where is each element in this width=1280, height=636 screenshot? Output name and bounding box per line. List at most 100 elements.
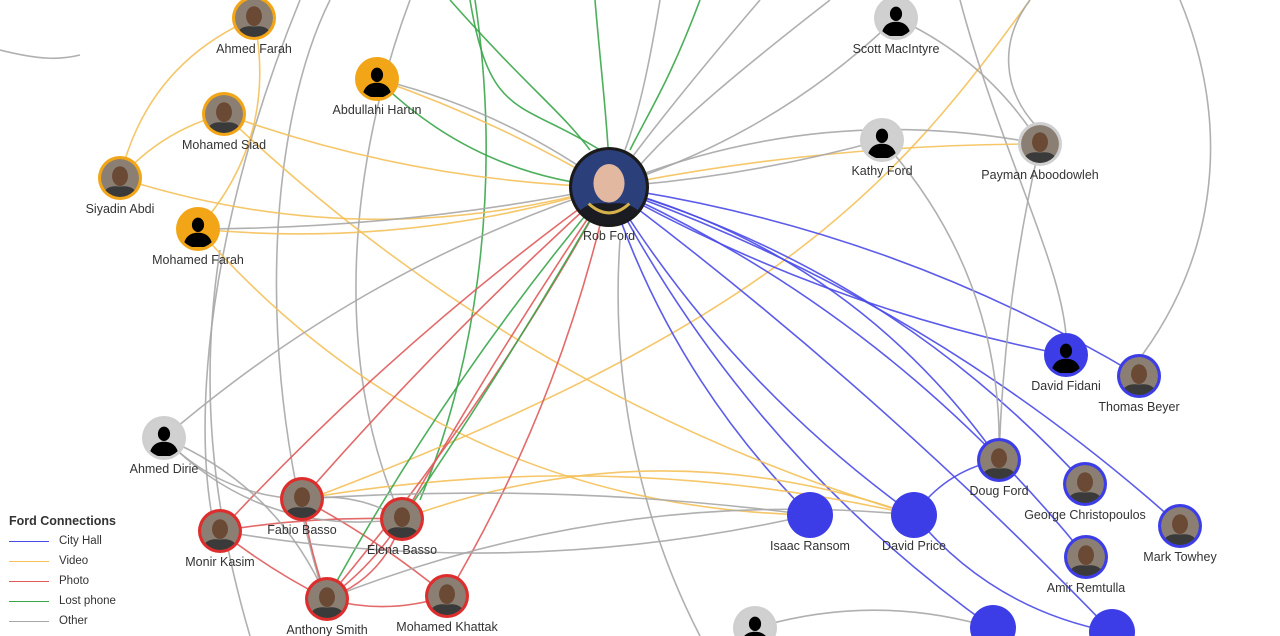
node-elena-basso[interactable]: Elena Basso [367, 497, 437, 557]
node-label: David Fidani [1031, 379, 1100, 393]
node-mohamed-siad[interactable]: Mohamed Siad [182, 92, 266, 152]
node-ahmed-dirie[interactable]: Ahmed Dirie [130, 416, 199, 476]
edge-city-hall [608, 186, 1113, 633]
node-bottom-blue-1[interactable] [970, 605, 1016, 636]
legend-swatch-lost-phone [9, 600, 49, 602]
node-label: George Christopoulos [1024, 508, 1146, 522]
edge-photo [401, 186, 610, 520]
node-scott-macintyre[interactable]: Scott MacIntyre [853, 0, 940, 56]
silhouette-head-icon [748, 616, 762, 632]
avatar-placeholder [145, 419, 183, 457]
legend-swatch-city-hall [9, 540, 49, 542]
avatar-placeholder [1047, 336, 1085, 374]
node-label: Ahmed Dirie [130, 462, 199, 476]
avatar-photo [1067, 538, 1105, 576]
node-rob-ford[interactable]: Rob Ford [569, 147, 649, 243]
node-label: Amir Remtulla [1047, 581, 1126, 595]
node-solid-circle [970, 605, 1016, 636]
edge-offscreen-other [624, 0, 661, 151]
edge-other [608, 128, 1041, 188]
node-label: Fabio Basso [267, 523, 337, 537]
legend-label-city-hall: City Hall [59, 535, 102, 547]
avatar-placeholder [736, 609, 774, 636]
silhouette-body-icon [867, 143, 897, 159]
legend-label-lost-phone: Lost phone [59, 595, 116, 607]
node-isaac-ransom[interactable]: Isaac Ransom [770, 492, 850, 553]
node-abdullahi-harun[interactable]: Abdullahi Harun [333, 57, 422, 117]
legend-item-photo: Photo [9, 571, 116, 591]
node-bottom-blue-2[interactable] [1089, 609, 1135, 636]
photo-shoulders [428, 604, 466, 615]
avatar-placeholder [179, 210, 217, 248]
legend-swatch-other [9, 620, 49, 622]
node-fabio-basso[interactable]: Fabio Basso [267, 477, 337, 537]
legend-title: Ford Connections [9, 514, 116, 528]
avatar-photo [1161, 507, 1199, 545]
node-label: Monir Kasim [185, 555, 254, 569]
edge-offscreen-lost-phone [629, 0, 701, 151]
edge-other [219, 514, 811, 554]
node-mohamed-khattak[interactable]: Mohamed Khattak [396, 574, 498, 634]
node-payman-aboodowleh[interactable]: Payman Aboodowleh [981, 122, 1099, 182]
node-anthony-smith[interactable]: Anthony Smith [286, 577, 368, 636]
edge-photo [219, 186, 610, 532]
photo-shoulders [383, 527, 421, 538]
node-label: Payman Aboodowleh [981, 168, 1098, 182]
node-monir-kasim[interactable]: Monir Kasim [185, 509, 255, 569]
silhouette-body-icon [740, 631, 770, 636]
photo-face [294, 487, 310, 507]
avatar-photo [308, 580, 346, 618]
avatar-photo [101, 159, 139, 197]
edge-offscreen-other [0, 49, 81, 60]
edge-other [163, 186, 610, 439]
node-label: Isaac Ransom [770, 539, 850, 553]
edge-other [998, 143, 1041, 461]
node-george-christopoulos[interactable]: George Christopoulos [1024, 462, 1146, 522]
photo-shoulders [205, 122, 243, 133]
node-amir-remtulla[interactable]: Amir Remtulla [1047, 535, 1126, 595]
edge-video [119, 17, 255, 179]
node-doug-ford[interactable]: Doug Ford [969, 438, 1029, 498]
node-mohamed-farah[interactable]: Mohamed Farah [152, 207, 244, 267]
node-david-price[interactable]: David Price [882, 492, 946, 553]
photo-face [246, 6, 262, 26]
photo-shoulders [1021, 152, 1059, 163]
edge-video [197, 228, 811, 516]
node-ahmed-farah[interactable]: Ahmed Farah [216, 0, 292, 56]
node-mark-towhey[interactable]: Mark Towhey [1143, 504, 1217, 564]
edge-city-hall [608, 186, 1087, 558]
node-label: Mark Towhey [1143, 550, 1217, 564]
edge-city-hall [608, 186, 994, 629]
edge-other [163, 437, 403, 523]
avatar-photo [572, 150, 646, 224]
silhouette-head-icon [1059, 343, 1073, 359]
photo-shoulders [980, 468, 1018, 479]
legend-item-city-hall: City Hall [9, 531, 116, 551]
nodes-layer: Rob Ford Ahmed Farah Abdullahi Harun Mohame… [86, 0, 1217, 636]
node-kathy-ford[interactable]: Kathy Ford [851, 118, 913, 178]
avatar-placeholder [358, 60, 396, 98]
avatar-photo [1021, 125, 1059, 163]
photo-shoulders [101, 186, 139, 197]
node-david-fidani[interactable]: David Fidani [1031, 333, 1101, 393]
silhouette-head-icon [191, 217, 205, 233]
node-solid-circle [891, 492, 937, 538]
node-label: Anthony Smith [286, 623, 367, 636]
node-solid-circle [1089, 609, 1135, 636]
edge-offscreen-other [1007, 0, 1041, 131]
photo-face [439, 584, 455, 604]
node-bottom-gray[interactable] [733, 606, 777, 636]
edge-city-hall [608, 186, 1086, 485]
node-siyadin-abdi[interactable]: Siyadin Abdi [86, 156, 155, 216]
edge-offscreen-lost-phone [594, 0, 609, 148]
edge-other [163, 437, 328, 600]
node-thomas-beyer[interactable]: Thomas Beyer [1098, 354, 1180, 414]
edge-other [881, 139, 1001, 461]
silhouette-head-icon [157, 426, 171, 442]
node-label: Mohamed Farah [152, 253, 244, 267]
edge-offscreen-other [209, 249, 251, 636]
legend-swatch-video [9, 560, 49, 562]
avatar-photo [201, 512, 239, 550]
edge-lost-phone [326, 186, 610, 600]
node-label: Siyadin Abdi [86, 202, 155, 216]
